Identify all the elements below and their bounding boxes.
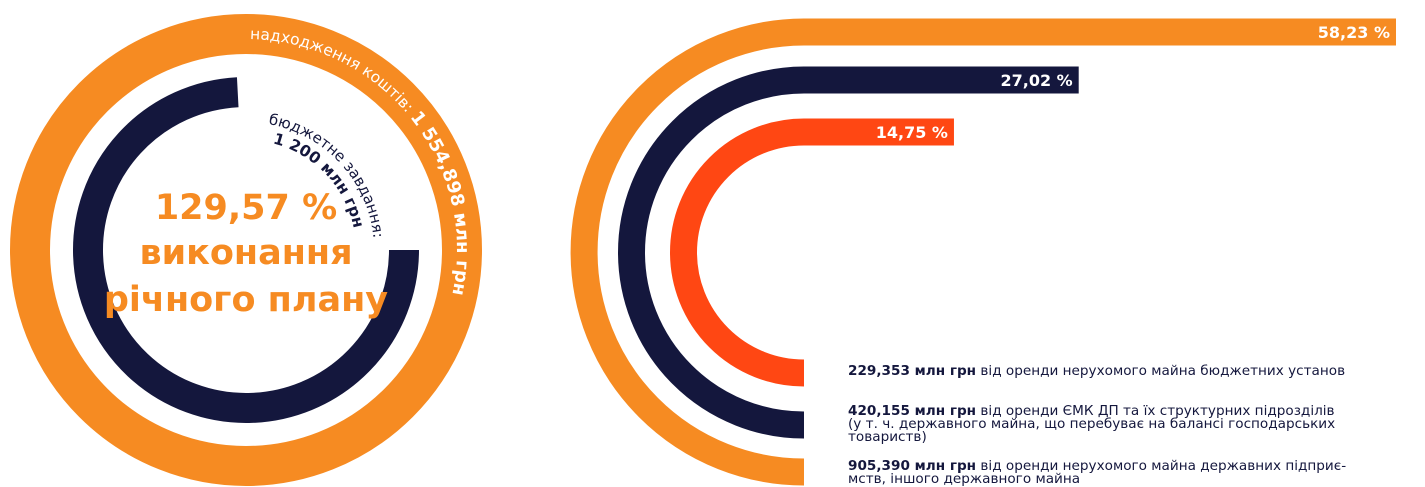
- bar-emk: [804, 66, 1079, 94]
- arc-emk: [618, 66, 805, 439]
- bar-budget-institutions: [804, 118, 954, 146]
- percent-value: 129,57 %: [155, 188, 337, 228]
- legend-amount-2: 420,155 млн грн: [848, 403, 977, 419]
- legend-amount-1: 229,353 млн грн: [848, 363, 977, 379]
- legend-text-2-line3: товариств): [848, 429, 927, 445]
- pct-label-state-enterprises: 58,23 %: [1318, 23, 1390, 42]
- legend-text-3-line2: мств, іншого державного майна: [848, 471, 1081, 487]
- pct-label-emk: 27,02 %: [1000, 71, 1072, 90]
- plan-execution-donut: надходження коштів: 1 554,898 млн грн бю…: [10, 14, 482, 486]
- bar-state-enterprises: [804, 18, 1396, 46]
- caption-line-2: річного плану: [104, 280, 388, 320]
- legend-item-state-enterprises: 905,390 млн грн від оренди нерухомого ма…: [848, 458, 1418, 487]
- legend-item-budget-institutions: 229,353 млн грн від оренди нерухомого ма…: [848, 363, 1418, 379]
- legend-item-emk: 420,155 млн грн від оренди ЄМК ДП та їх …: [848, 403, 1418, 445]
- arc-budget-institutions: [670, 118, 805, 387]
- legend-text-2-line2: (у т. ч. державного майна, що перебуває …: [848, 416, 1336, 432]
- arc-state-enterprises: [570, 18, 805, 486]
- legend-text-2: від оренди ЄМК ДП та їх структурних підр…: [976, 403, 1335, 419]
- income-ring: [10, 14, 482, 486]
- budget-arc: [73, 77, 419, 423]
- caption-line-1: виконання: [139, 233, 352, 273]
- legend-text-3: від оренди нерухомого майна державних пі…: [976, 458, 1347, 474]
- pct-label-budget-institutions: 14,75 %: [876, 123, 948, 142]
- legend-amount-3: 905,390 млн грн: [848, 458, 977, 474]
- legend-text-1: від оренди нерухомого майна бюджетних ус…: [976, 363, 1346, 379]
